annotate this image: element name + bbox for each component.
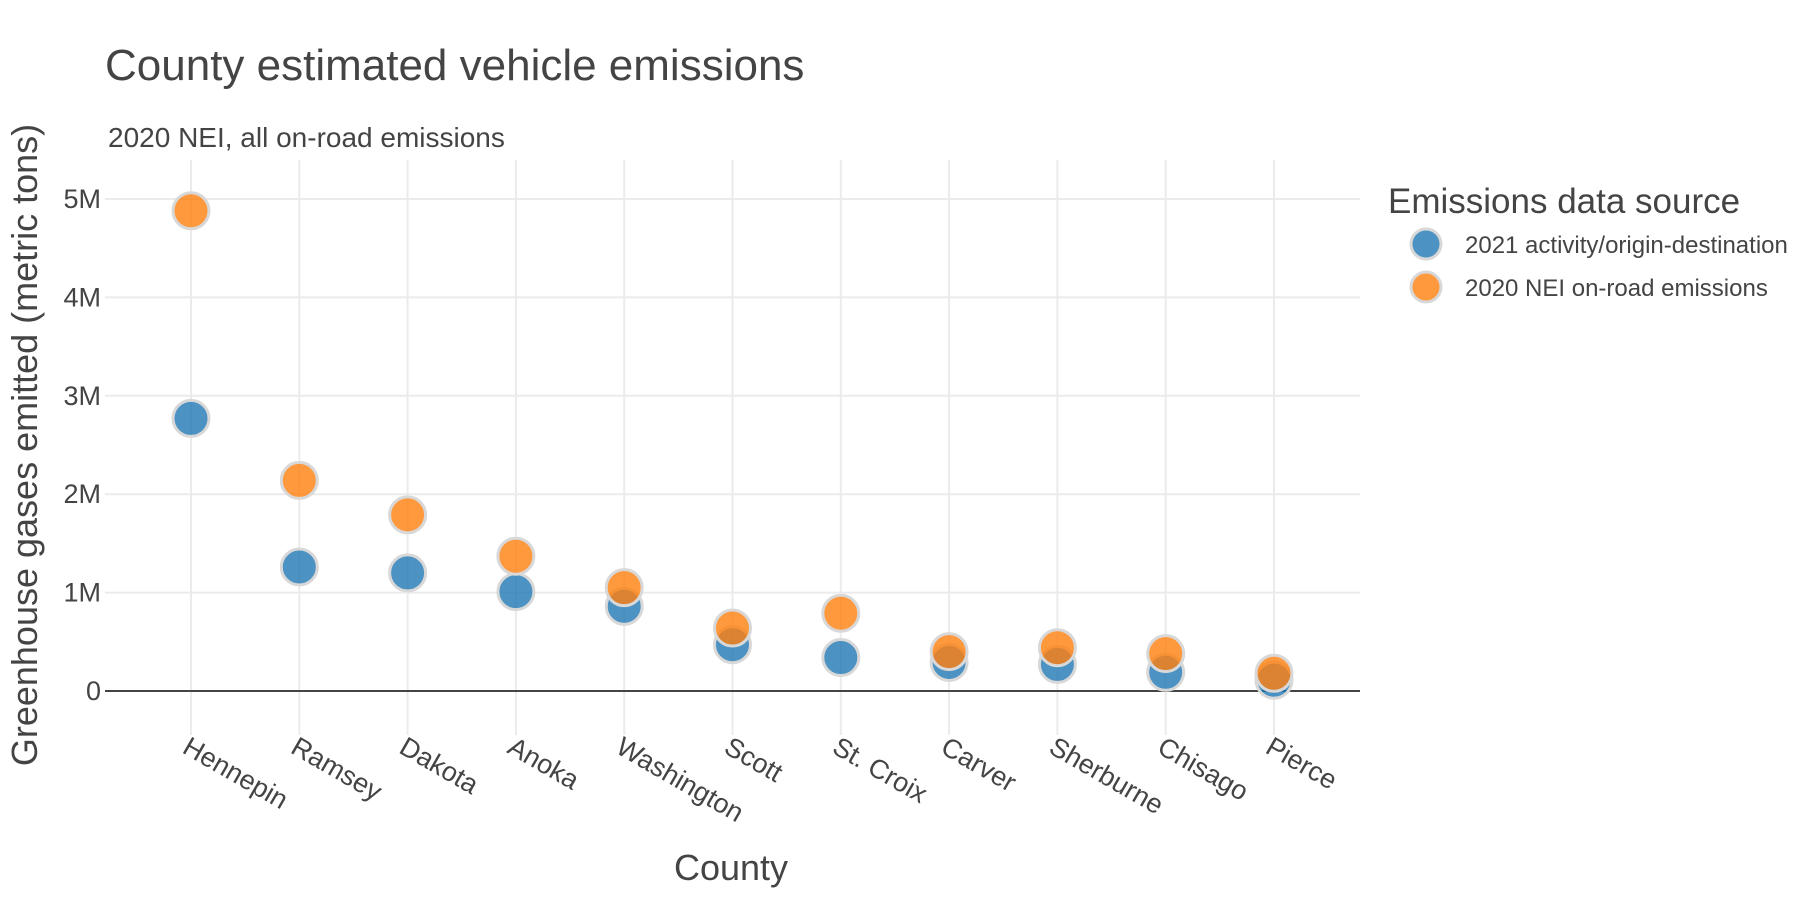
x-axis-title: County (674, 847, 788, 888)
data-point[interactable] (821, 638, 861, 678)
legend: Emissions data source 2021 activity/orig… (1388, 182, 1788, 304)
y-axis-title: Greenhouse gases emitted (metric tons) (4, 124, 45, 766)
x-tick-label: Scott (720, 731, 789, 788)
data-point[interactable] (604, 568, 644, 608)
x-tick-label: Dakota (395, 731, 485, 800)
data-point[interactable] (388, 553, 428, 593)
data-point[interactable] (821, 593, 861, 633)
series-nei-on-road (171, 191, 1294, 693)
legend-label: 2021 activity/origin-destination (1465, 232, 1788, 259)
data-point[interactable] (496, 536, 536, 576)
x-tick-label: Ramsey (286, 731, 387, 807)
data-point[interactable] (279, 460, 319, 500)
legend-item[interactable]: 2021 activity/origin-destination (1409, 227, 1788, 261)
data-point[interactable] (1146, 634, 1186, 674)
chart-subtitle: 2020 NEI, all on-road emissions (108, 122, 505, 153)
data-point[interactable] (496, 572, 536, 612)
data-point[interactable] (279, 547, 319, 587)
data-point[interactable] (1254, 653, 1294, 693)
x-tick-label: St. Croix (828, 731, 933, 809)
legend-item[interactable]: 2020 NEI on-road emissions (1409, 270, 1768, 304)
y-tick-label: 0 (86, 676, 101, 706)
legend-items[interactable]: 2021 activity/origin-destination 2020 NEI… (1409, 227, 1788, 304)
chart-title: County estimated vehicle emissions (105, 41, 804, 90)
legend-label: 2020 NEI on-road emissions (1465, 275, 1768, 302)
legend-marker (1409, 270, 1443, 304)
x-tick-label: Sherburne (1044, 731, 1168, 820)
y-tick-label: 2M (63, 479, 101, 509)
y-tick-label: 1M (63, 578, 101, 608)
legend-marker (1409, 227, 1443, 261)
x-tick-label: Anoka (503, 731, 585, 796)
y-axis-ticks: 0 1M 2M 3M 4M 5M (63, 184, 101, 706)
x-tick-label: Hennepin (178, 731, 293, 815)
data-points[interactable] (171, 191, 1294, 700)
y-tick-label: 3M (63, 381, 101, 411)
x-tick-label: Carver (936, 731, 1021, 797)
y-tick-label: 4M (63, 282, 101, 312)
x-tick-label: Pierce (1261, 731, 1342, 795)
data-point[interactable] (171, 191, 211, 231)
data-point[interactable] (171, 398, 211, 438)
data-point[interactable] (929, 632, 969, 672)
data-point[interactable] (388, 495, 428, 535)
data-point[interactable] (713, 608, 752, 648)
data-point[interactable] (1037, 628, 1077, 668)
legend-title: Emissions data source (1388, 182, 1740, 221)
y-tick-label: 5M (63, 184, 101, 214)
grid-layer (105, 160, 1360, 735)
